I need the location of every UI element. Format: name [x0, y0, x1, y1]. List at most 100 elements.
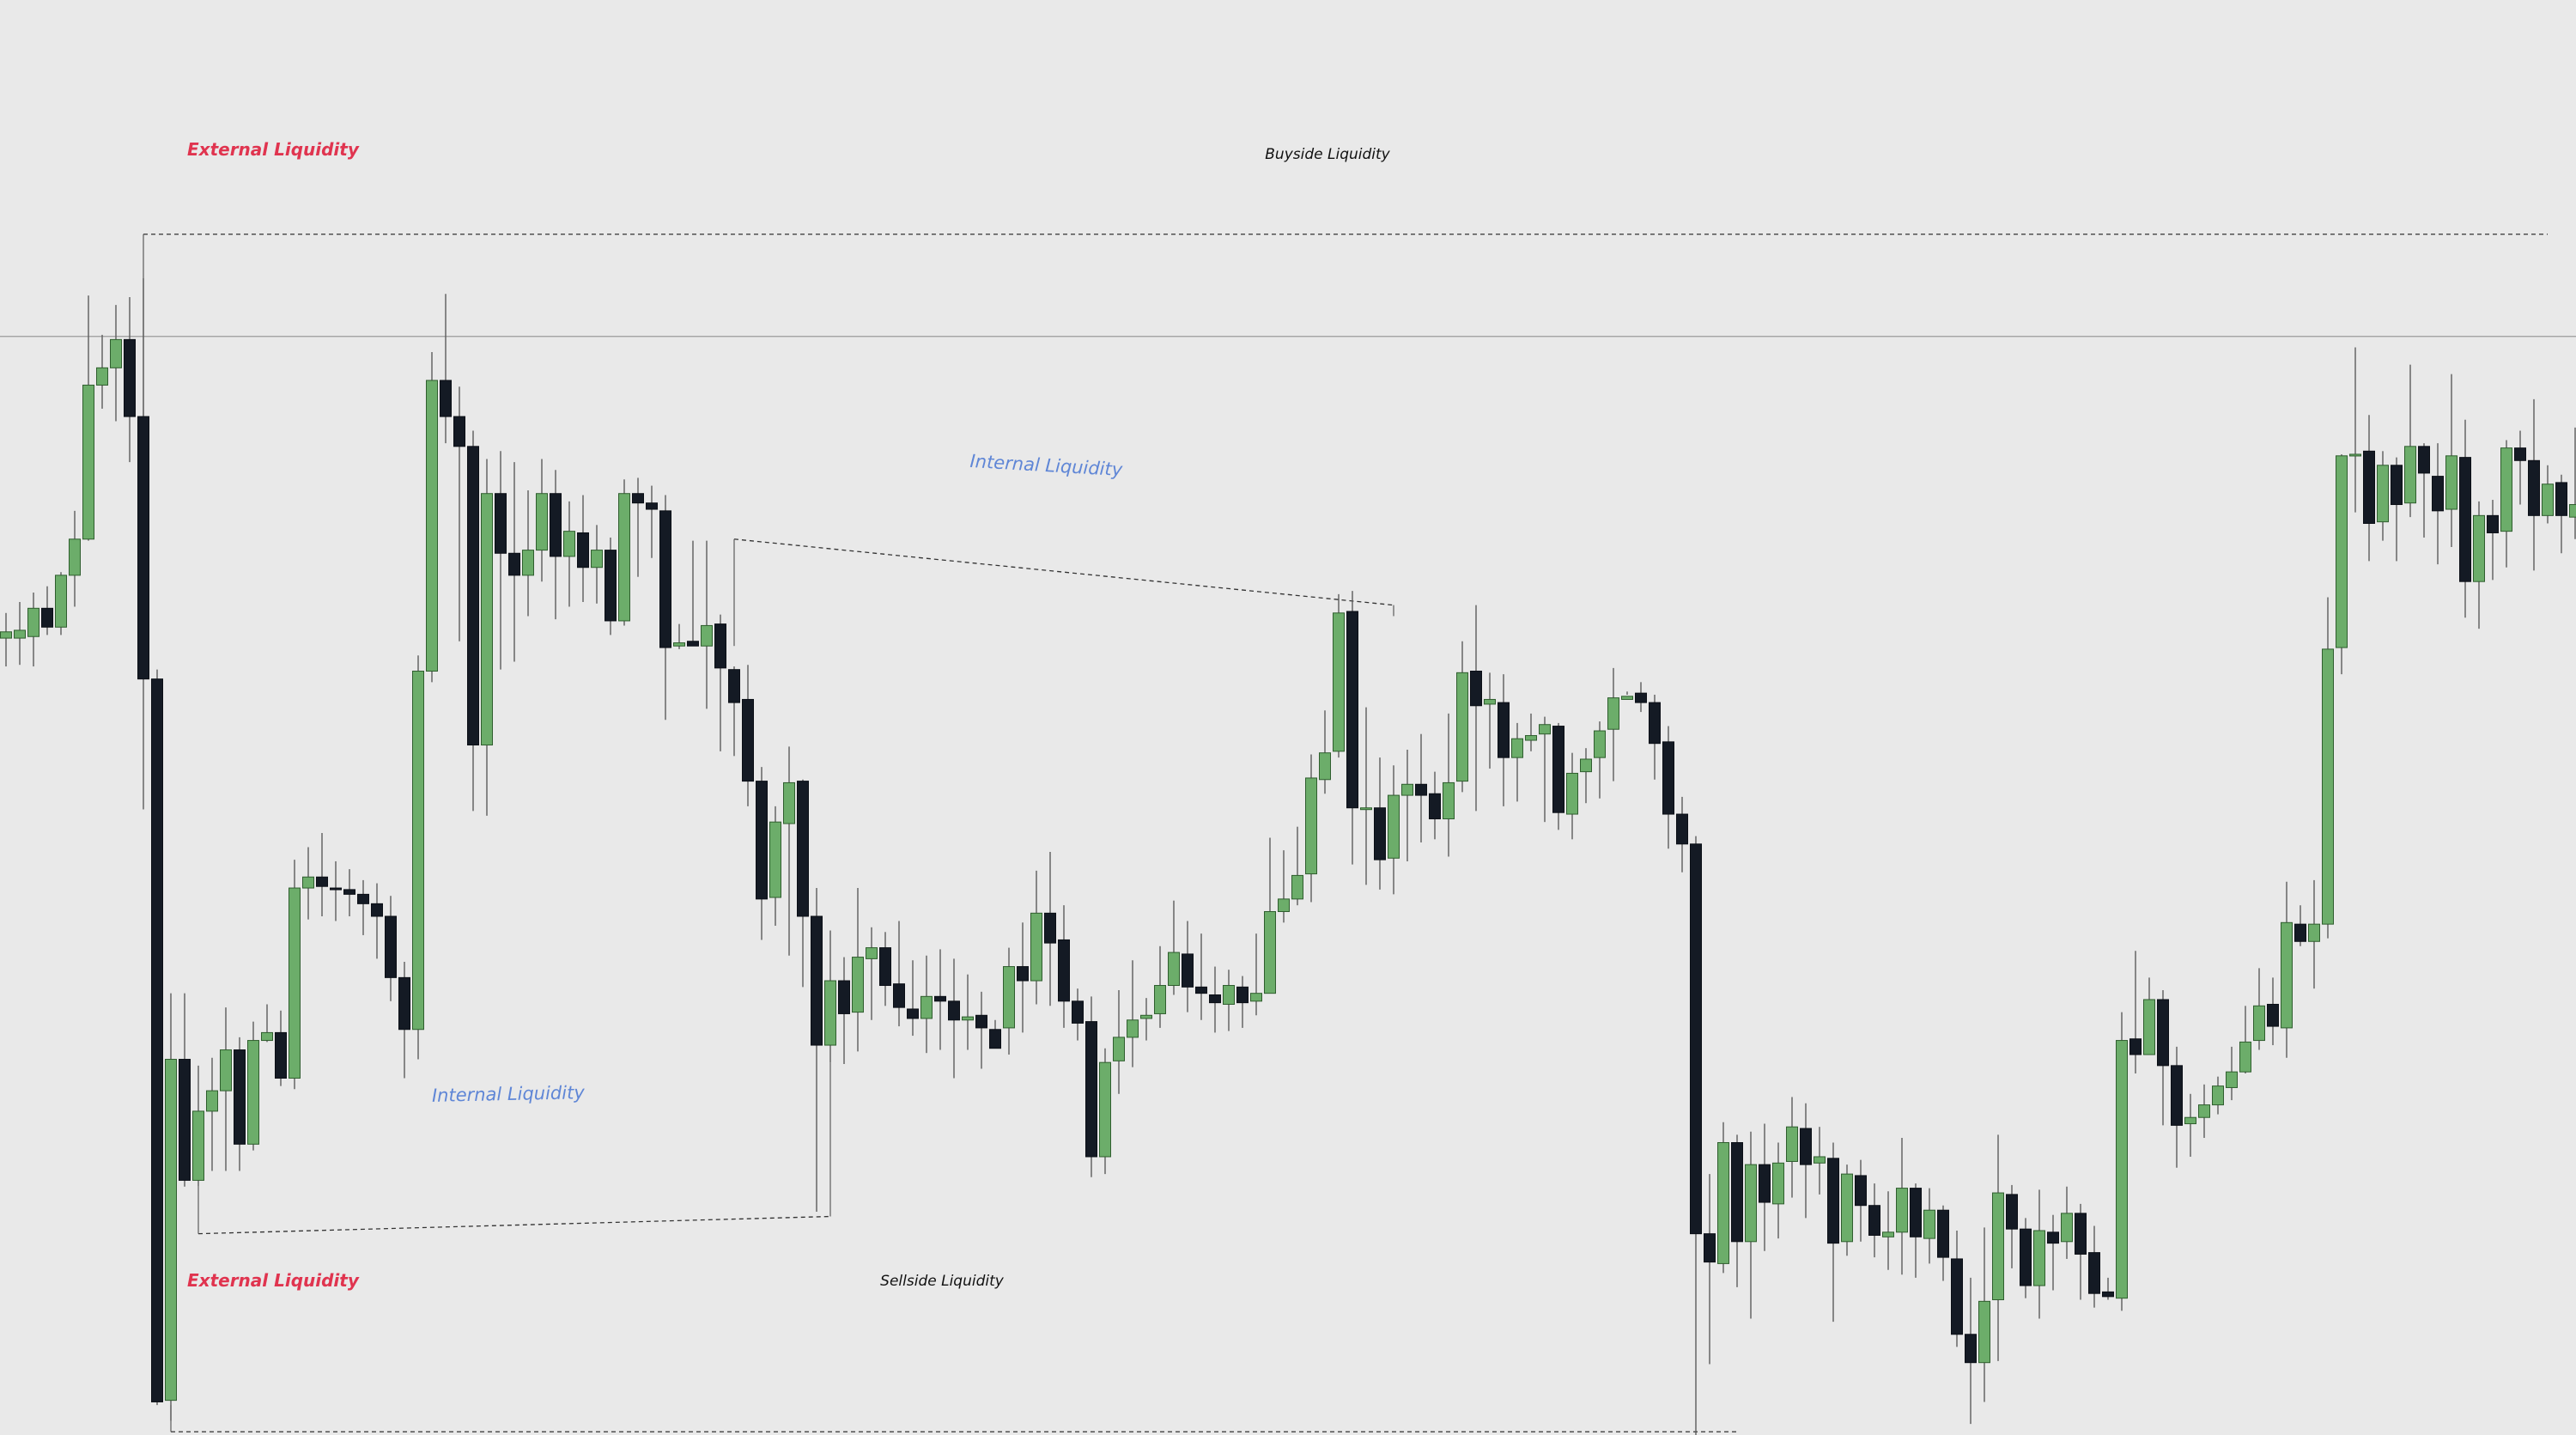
bullish-candle [783, 781, 795, 824]
bullish-candle [2445, 455, 2458, 510]
bearish-candle [275, 1031, 287, 1079]
bearish-candle [343, 889, 355, 895]
bearish-candle [632, 493, 644, 504]
bullish-candle [1127, 1019, 1139, 1038]
bearish-candle [1855, 1175, 1867, 1207]
bearish-candle [2459, 457, 2471, 582]
bearish-candle [1415, 783, 1427, 796]
bearish-candle [137, 416, 149, 680]
bullish-candle [1168, 952, 1180, 987]
bearish-candle [398, 976, 410, 1031]
bearish-candle [371, 903, 383, 917]
bearish-candle [179, 1059, 191, 1181]
bearish-candle [2020, 1228, 2032, 1286]
sellside-liquidity-label: Sellside Liquidity [880, 1273, 1005, 1290]
bullish-candle [2404, 446, 2416, 504]
bearish-candle [2487, 514, 2499, 533]
bullish-candle [55, 575, 67, 628]
bullish-candle [2308, 923, 2320, 942]
bullish-candle [1333, 612, 1345, 752]
bullish-candle [2500, 447, 2512, 532]
bearish-candle [948, 1000, 960, 1021]
bearish-candle [1072, 1000, 1084, 1024]
bearish-candle [453, 416, 465, 447]
bearish-candle [1649, 702, 1661, 745]
bearish-candle [2294, 923, 2306, 942]
bearish-candle [893, 983, 905, 1008]
bearish-candle [2432, 476, 2444, 512]
bearish-candle [1498, 702, 1510, 758]
bullish-candle [2377, 465, 2389, 523]
bullish-candle [1388, 794, 1400, 859]
bullish-candle [27, 607, 39, 637]
bearish-candle [975, 1014, 987, 1029]
bullish-candle [2143, 999, 2155, 1055]
bearish-candle [879, 947, 891, 987]
bearish-candle [550, 493, 562, 557]
bearish-candle [989, 1029, 1001, 1049]
bullish-candle [2226, 1071, 2238, 1088]
bearish-candle [1236, 986, 1249, 1004]
bullish-candle [2349, 453, 2361, 457]
bearish-candle [495, 493, 507, 554]
bearish-candle [330, 887, 342, 891]
bearish-candle [1965, 1334, 1977, 1364]
bullish-candle [2198, 1104, 2210, 1118]
bullish-candle [110, 338, 122, 368]
bearish-candle [687, 641, 699, 647]
bearish-candle [316, 876, 328, 887]
bearish-candle [2555, 482, 2567, 516]
bullish-candle [1841, 1173, 1853, 1243]
bullish-candle [1319, 752, 1331, 781]
bearish-candle [1552, 726, 1564, 813]
bullish-candle [1456, 672, 1468, 782]
bullish-candle [1278, 898, 1290, 912]
bearish-candle [838, 980, 850, 1014]
bearish-candle [1759, 1164, 1771, 1203]
bearish-candle [1868, 1205, 1880, 1236]
bullish-candle [701, 624, 713, 647]
bullish-candle [1003, 966, 1015, 1029]
bearish-candle [1470, 671, 1482, 707]
bearish-candle [124, 338, 136, 417]
bullish-candle [14, 629, 26, 639]
bullish-candle [522, 550, 534, 576]
bullish-candle [1264, 911, 1276, 994]
bearish-candle [1910, 1188, 1922, 1237]
bullish-candle [2253, 1005, 2265, 1042]
bearish-candle [2047, 1231, 2059, 1244]
bearish-candle [2267, 1003, 2279, 1027]
bullish-candle [2336, 455, 2348, 648]
bearish-candle [1044, 912, 1056, 944]
bullish-candle [1154, 985, 1166, 1014]
bullish-candle [1621, 696, 1633, 700]
bearish-candle [2006, 1194, 2018, 1230]
bullish-candle [618, 493, 630, 622]
bullish-candle [96, 367, 108, 386]
bearish-candle [797, 781, 809, 917]
buyside-liquidity-label: Buyside Liquidity [1265, 146, 1390, 163]
bearish-candle [605, 550, 617, 622]
bullish-candle [206, 1090, 218, 1112]
bullish-candle [1580, 758, 1592, 773]
bullish-candle [1978, 1300, 1990, 1364]
bearish-candle [1937, 1209, 1949, 1258]
bearish-candle [1429, 793, 1441, 820]
bearish-candle [385, 915, 397, 978]
bearish-candle [1676, 813, 1688, 845]
bearish-candle [1058, 939, 1070, 1002]
bearish-candle [1662, 741, 1674, 815]
bearish-candle [1635, 692, 1647, 703]
bullish-candle [247, 1040, 259, 1145]
bullish-candle [2281, 921, 2293, 1029]
bullish-candle [1594, 730, 1606, 758]
external-liquidity-label-top: External Liquidity [187, 139, 360, 160]
bullish-candle [2061, 1213, 2073, 1243]
internal-liquidity-label-lower: Internal Liquidity [432, 1082, 586, 1106]
bullish-candle [2569, 504, 2576, 518]
bullish-candle [220, 1049, 232, 1091]
bearish-candle [1704, 1233, 1716, 1263]
bullish-candle [563, 531, 575, 557]
bearish-candle [2171, 1065, 2183, 1126]
